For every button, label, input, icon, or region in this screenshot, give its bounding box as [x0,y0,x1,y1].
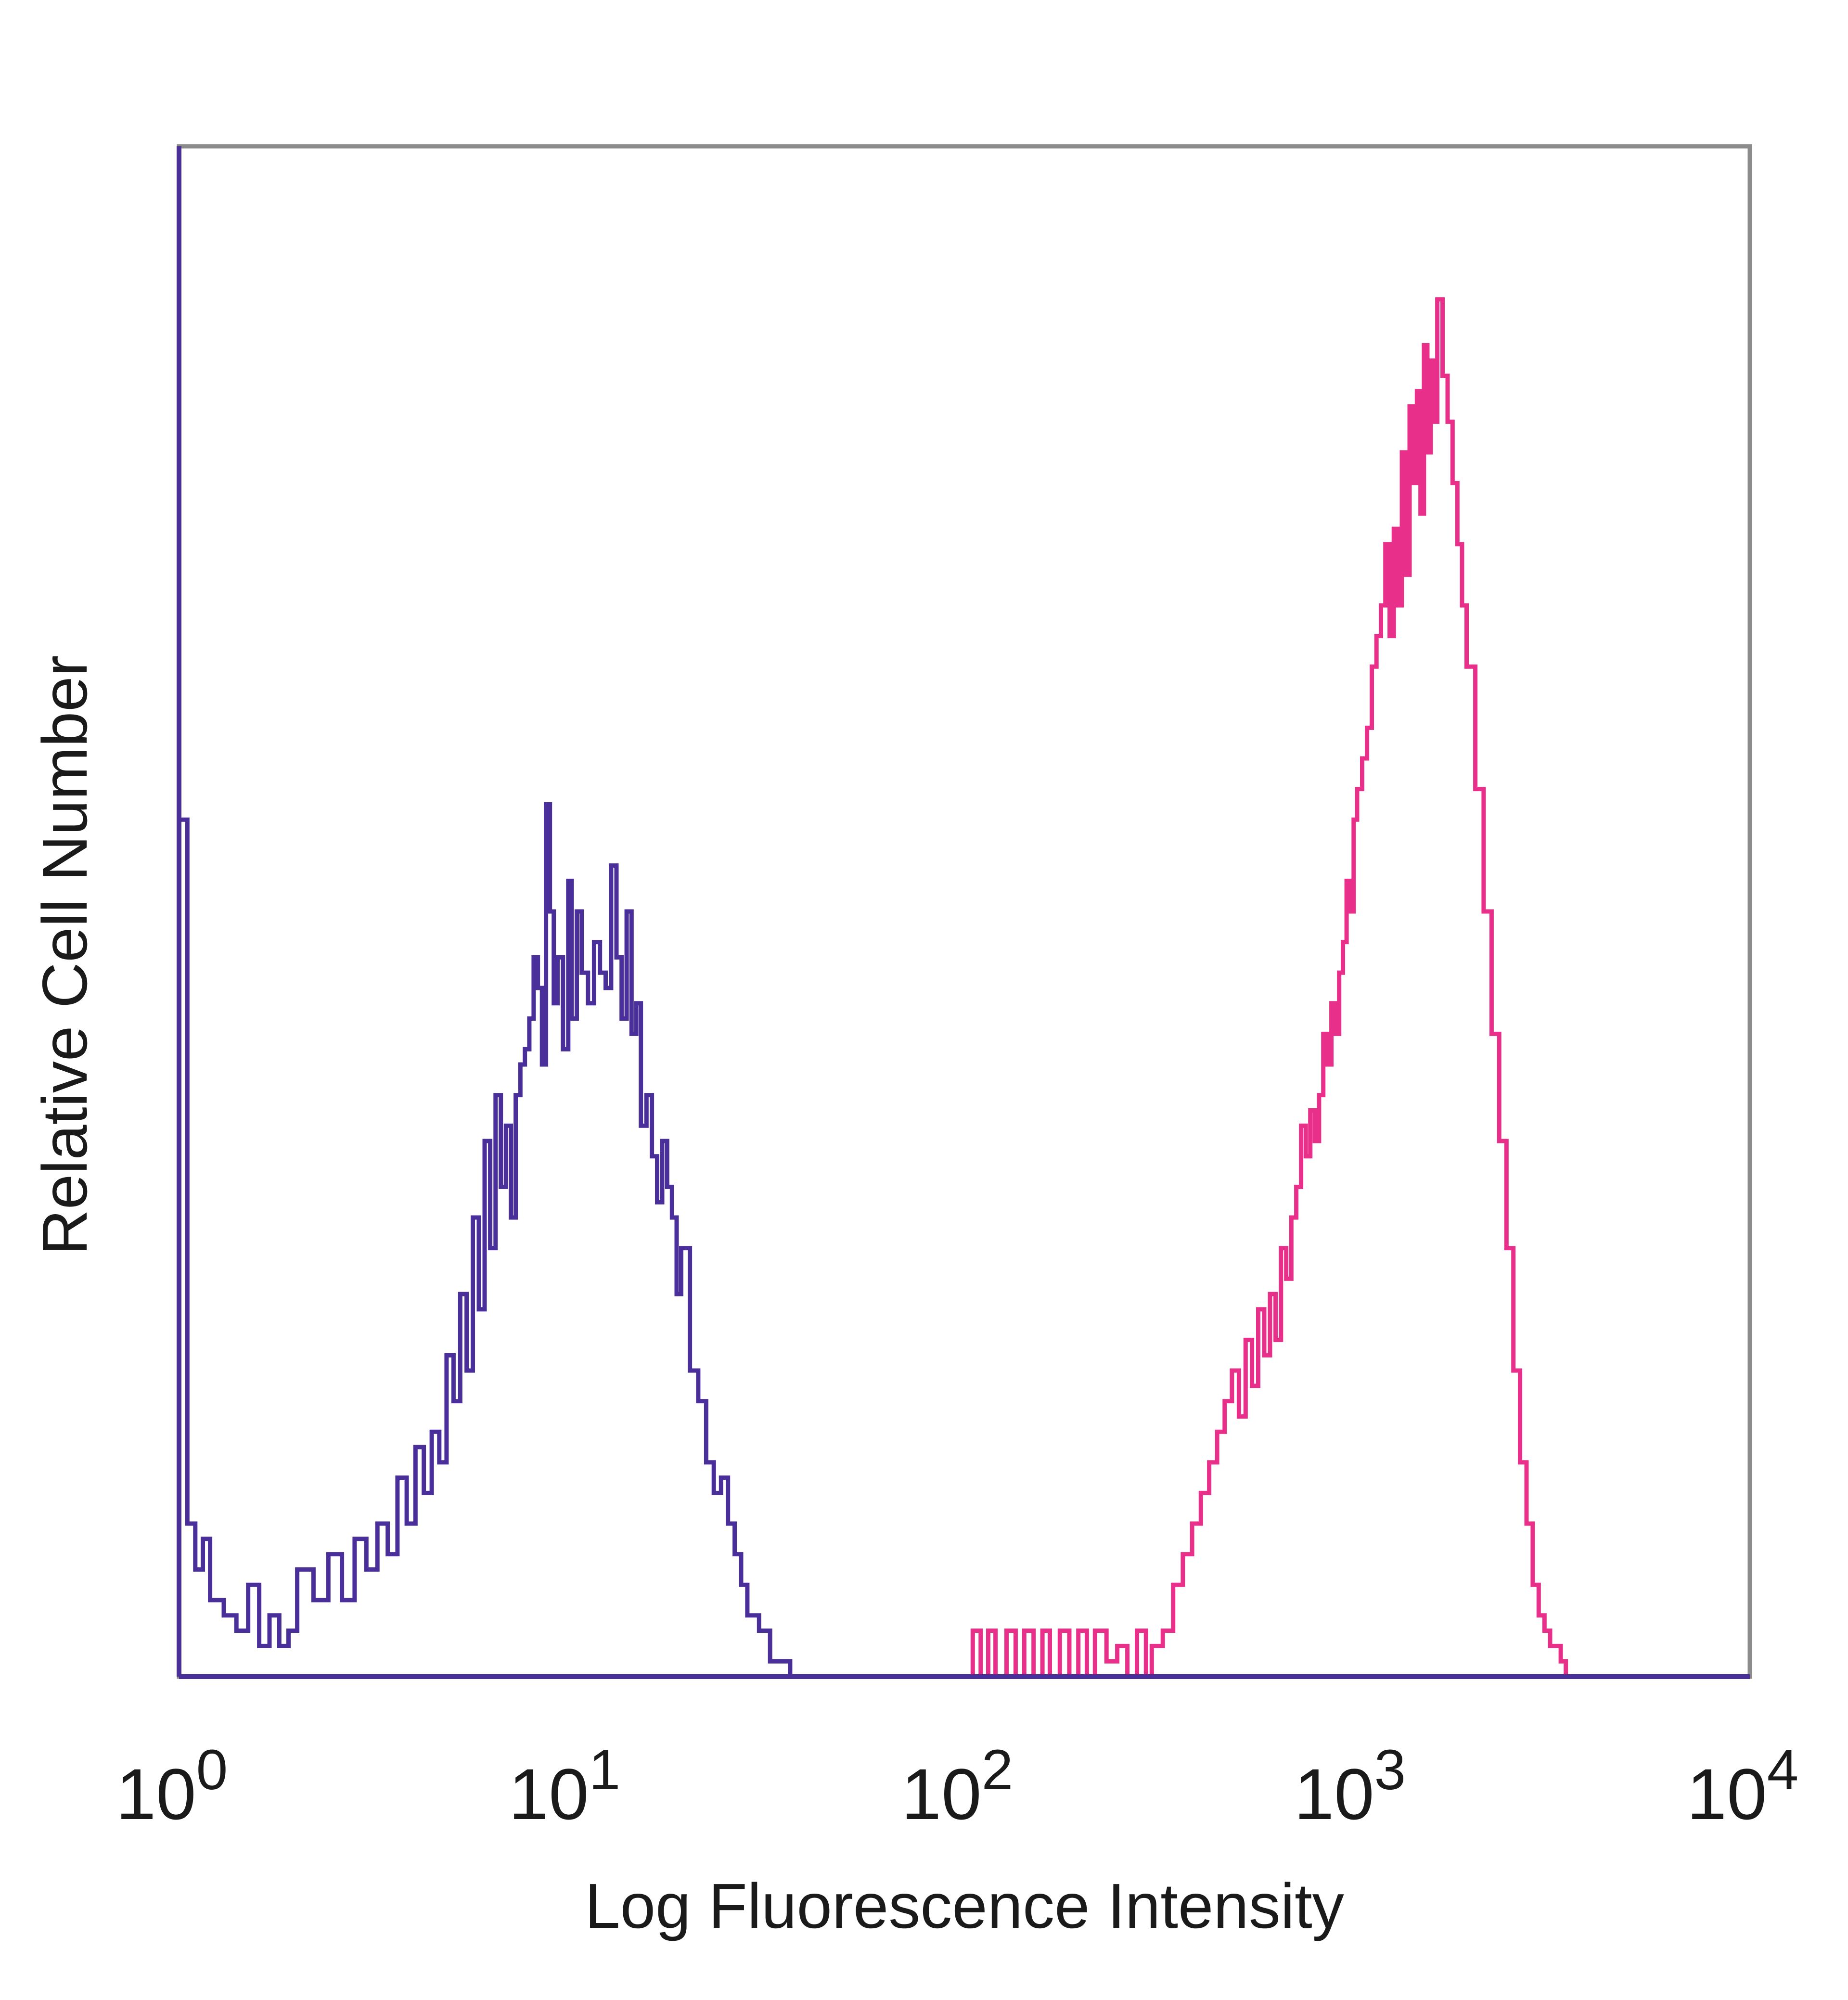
x-tick-label: 102 [901,1738,1014,1834]
x-tick-labels: 100 101 102 103 104 [116,1738,1799,1834]
y-axis-title: Relative Cell Number [29,655,100,1255]
x-axis-title: Log Fluorescence Intensity [585,1871,1344,1941]
x-tick-label: 103 [1294,1738,1406,1834]
histogram-series-2 [964,297,1568,1679]
x-tick-label: 101 [509,1738,621,1834]
series-layer [177,297,1568,1679]
histogram-series-1 [177,802,793,1677]
x-tick-label: 100 [116,1738,228,1834]
x-tick-label: 104 [1687,1738,1799,1834]
